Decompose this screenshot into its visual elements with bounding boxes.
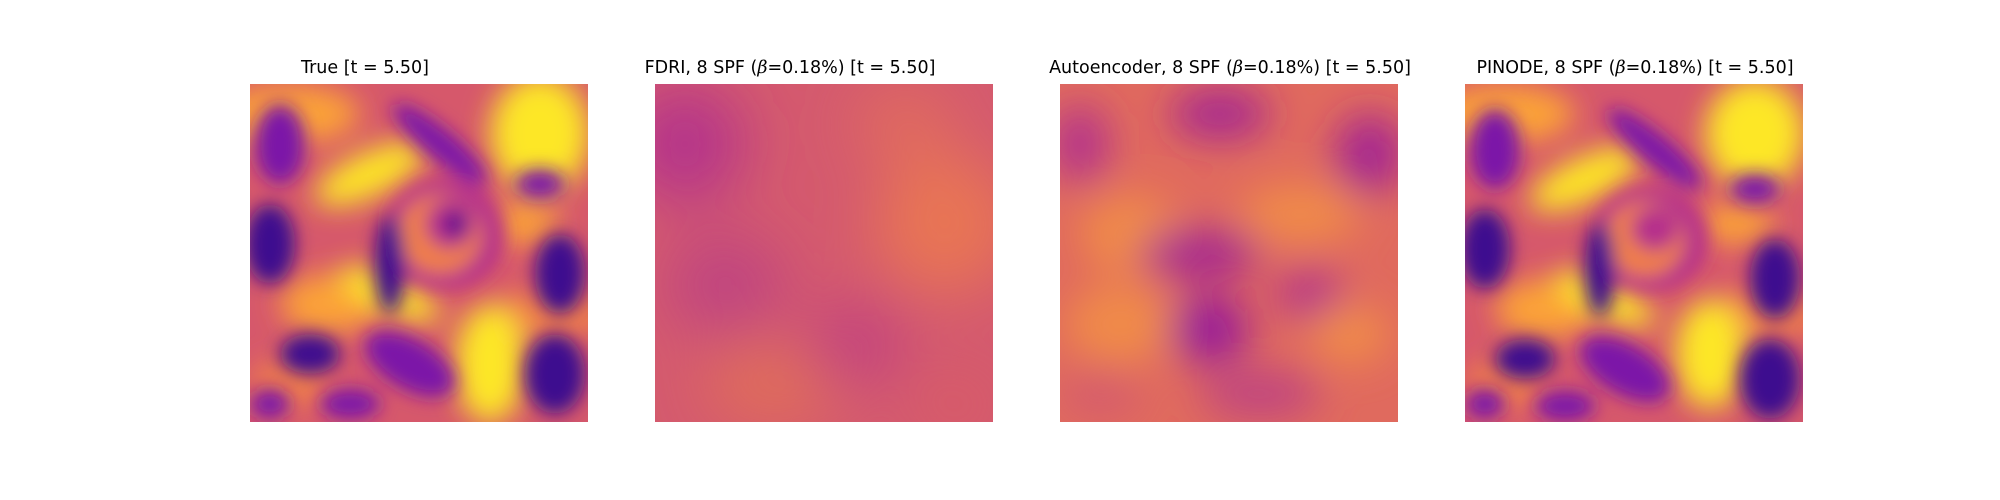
heatmap-autoencoder <box>1060 84 1398 422</box>
panel-title-fdri: FDRI, 8 SPF (β=0.18%) [t = 5.50] <box>644 58 936 78</box>
panel-title-true: True [t = 5.50] <box>300 58 429 78</box>
panel-title-pinode: PINODE, 8 SPF (β=0.18%) [t = 5.50] <box>1476 58 1794 78</box>
heatmap-true <box>250 84 588 422</box>
heatmap-fdri <box>655 84 993 422</box>
panel-title-autoencoder: Autoencoder, 8 SPF (β=0.18%) [t = 5.50] <box>1049 58 1411 78</box>
heatmap-pinode <box>1465 84 1803 422</box>
